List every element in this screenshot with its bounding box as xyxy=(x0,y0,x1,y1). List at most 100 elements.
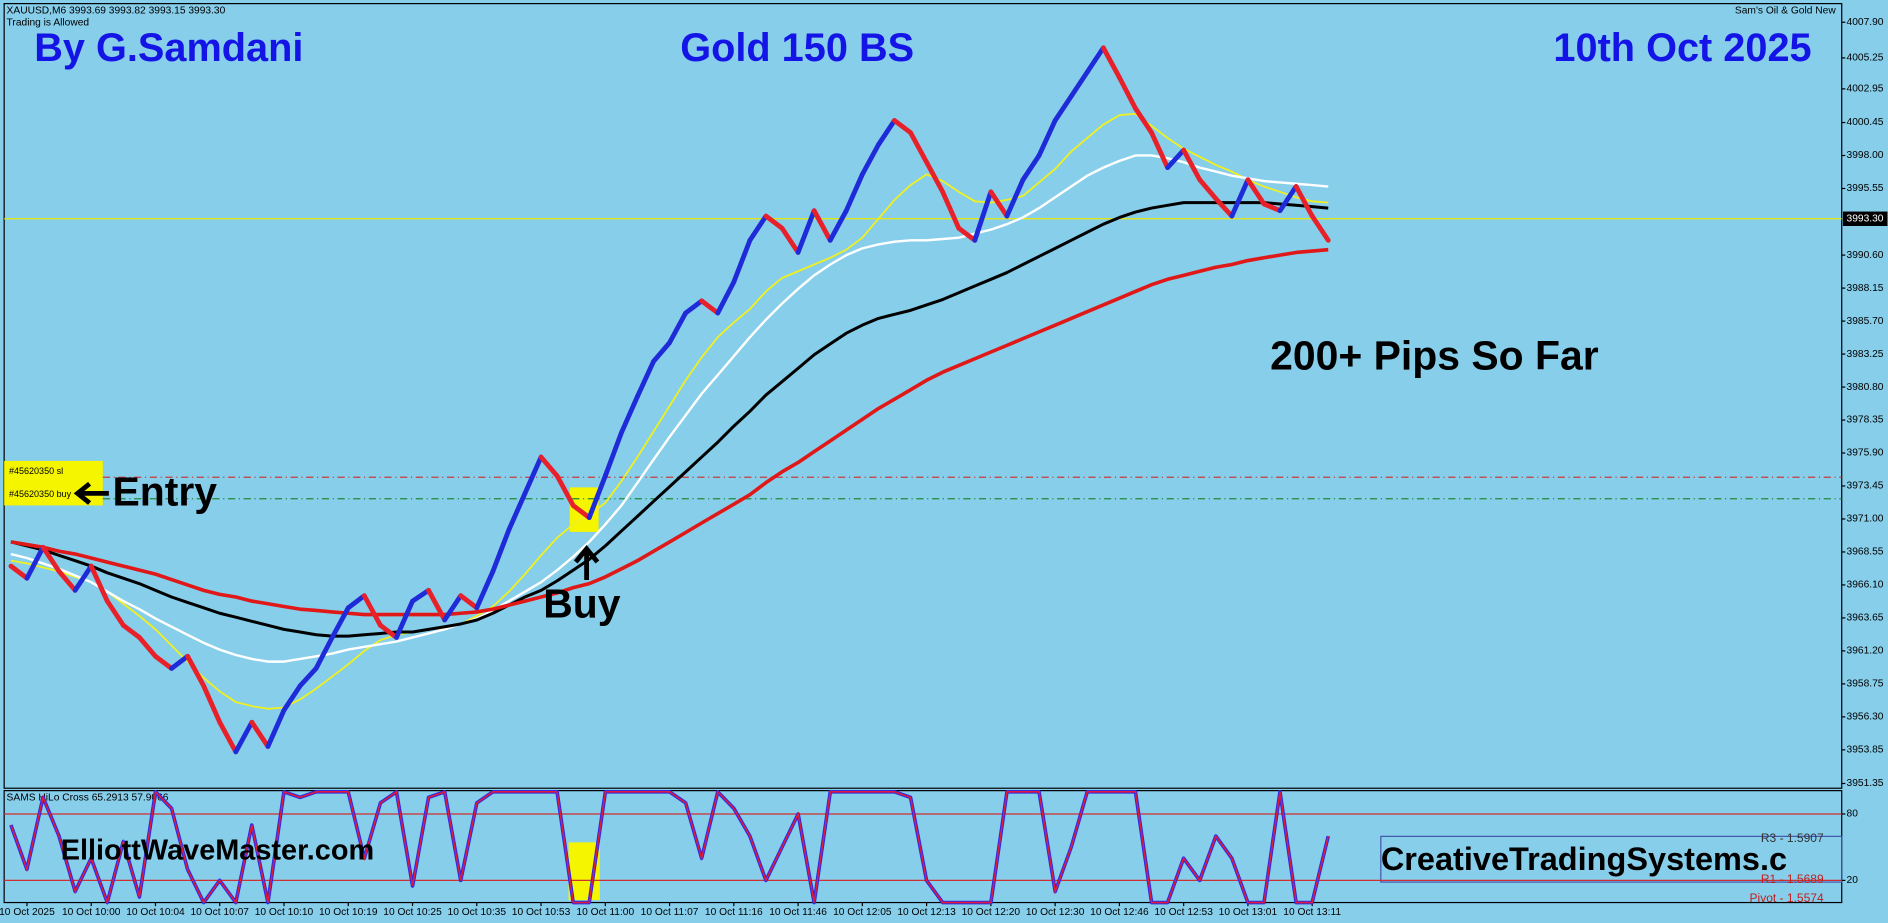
result: 200+ Pips So Far xyxy=(1270,332,1599,378)
price-segment xyxy=(410,587,431,604)
x-tick-label: 10 Oct 13:01 xyxy=(1219,907,1278,918)
y-tick-label: 3958.75 xyxy=(1847,679,1884,690)
price-segment xyxy=(1309,213,1331,243)
x-tick-label: 10 Oct 10:10 xyxy=(255,907,314,918)
price-segment xyxy=(377,622,399,640)
price-segment xyxy=(859,142,881,177)
price-segment xyxy=(843,171,865,214)
y-tick-label: 3995.55 xyxy=(1847,183,1884,194)
price-segment xyxy=(1197,177,1219,201)
price-segment xyxy=(763,213,785,231)
price-segment xyxy=(1100,45,1122,80)
price-segment xyxy=(458,593,480,611)
panel-title: SAMS HiLo Cross 65.2913 57.9066 xyxy=(7,793,169,804)
price-segment xyxy=(169,653,191,671)
current-price-label: 3993.30 xyxy=(1847,213,1884,224)
price-segment xyxy=(297,666,319,689)
price-segment xyxy=(795,208,817,255)
strategy: Gold 150 BS xyxy=(680,26,914,70)
price-segment xyxy=(40,544,62,574)
price-segment xyxy=(442,593,464,623)
price-segment xyxy=(8,563,30,581)
x-tick-label: 10 Oct 12:30 xyxy=(1026,907,1085,918)
x-tick-label: 10 Oct 10:00 xyxy=(62,907,121,918)
y-tick-label: 4007.90 xyxy=(1847,17,1884,28)
indicator-name: Sam's Oil & Gold New xyxy=(1735,6,1836,17)
price-segment xyxy=(249,719,271,749)
y-tick-label: 3951.35 xyxy=(1847,778,1884,789)
symbol-info: XAUUSD,M6 3993.69 3993.82 3993.15 3993.3… xyxy=(7,6,226,17)
buy-arrow xyxy=(573,544,600,581)
main-panel xyxy=(3,3,1843,789)
price-segment xyxy=(892,118,913,136)
x-tick-label: 10 Oct 10:25 xyxy=(383,907,442,918)
y-tick-label: 3963.65 xyxy=(1847,613,1884,624)
series-line xyxy=(10,112,1329,710)
x-tick-label: 10 Oct 11:07 xyxy=(641,907,699,918)
x-tick-label: 10 Oct 11:16 xyxy=(705,907,763,918)
price-segment xyxy=(137,635,158,659)
price-segment xyxy=(1181,147,1203,183)
price-segment xyxy=(233,719,255,755)
y-tick-label: 3961.20 xyxy=(1847,646,1884,657)
y-tick-label: 3975.90 xyxy=(1847,448,1884,459)
y-tick-label: 3980.80 xyxy=(1847,382,1884,393)
series-line xyxy=(10,201,1329,638)
x-tick-label: 10 Oct 10:35 xyxy=(448,907,507,918)
price-segment xyxy=(201,683,223,725)
price-segment xyxy=(618,394,640,436)
plot: 3951.35 3953.85 3956.30 3958.75 3961.20 3963.… xyxy=(0,17,1888,918)
series-line xyxy=(10,154,1329,663)
price-segment xyxy=(1036,118,1058,158)
price-segment xyxy=(104,598,126,628)
price-segment xyxy=(956,225,978,243)
price-segment xyxy=(1165,147,1187,171)
price-segment xyxy=(699,298,721,316)
x-tick-label: 10 Oct 12:13 xyxy=(897,907,956,918)
price-segment xyxy=(1261,201,1283,214)
price-segment xyxy=(940,189,962,231)
price-segment xyxy=(72,563,94,593)
price-segment xyxy=(1277,184,1299,214)
y-tick-label: 3978.35 xyxy=(1847,415,1884,426)
price-segment xyxy=(747,213,769,243)
x-tick-label: 10 Oct 11:00 xyxy=(576,907,634,918)
y-tick-label: 3998.00 xyxy=(1847,150,1884,161)
price-segment xyxy=(635,359,656,399)
price-segment xyxy=(908,130,930,165)
author: By G.Samdani xyxy=(34,26,303,70)
price-segment xyxy=(153,653,174,671)
x-tick-label: 10 Oct 10:07 xyxy=(190,907,249,918)
price-segment xyxy=(361,593,383,628)
price-segment xyxy=(265,707,287,749)
price-segment xyxy=(876,118,897,148)
price-segment xyxy=(827,208,849,243)
x-tick-label: 10 Oct 12:53 xyxy=(1154,907,1213,918)
y-tick-label: 4005.25 xyxy=(1847,53,1884,64)
price-segment xyxy=(506,490,528,533)
price-segment xyxy=(683,298,705,316)
price-segment xyxy=(426,587,448,623)
price-segment xyxy=(1229,177,1251,219)
y-tick-label: 20 xyxy=(1847,875,1859,886)
price-segment xyxy=(924,159,946,195)
x-tick-label: 10 Oct 12:05 xyxy=(833,907,892,918)
price-segment xyxy=(651,340,672,364)
x-tick-label: 10 Oct 10:04 xyxy=(126,907,185,918)
price-segment xyxy=(972,189,994,243)
price-segment xyxy=(715,279,737,316)
price-segment xyxy=(281,683,303,713)
trading-status: Trading is Allowed xyxy=(7,18,90,29)
price-segment xyxy=(522,454,544,496)
price-segment xyxy=(185,653,207,689)
price-segment xyxy=(570,503,592,521)
price-segment xyxy=(217,719,239,755)
order-label: #45620350 sl xyxy=(9,466,63,476)
entry-arrow xyxy=(73,481,109,505)
price-segment xyxy=(394,598,415,640)
price-segment xyxy=(88,563,110,604)
